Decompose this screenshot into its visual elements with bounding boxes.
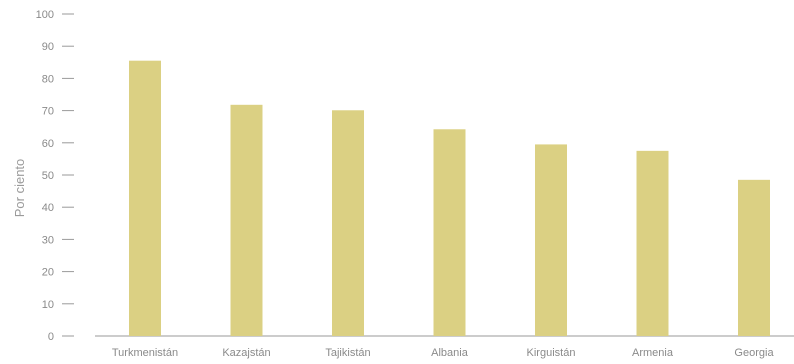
x-tick-label: Kazajstán [222, 347, 270, 359]
bar-kazajstán [230, 104, 263, 336]
y-tick-label: 40 [42, 202, 54, 214]
y-tick-label: 10 [42, 299, 54, 311]
y-tick-label: 0 [48, 331, 54, 343]
y-axis-title: Por ciento [12, 159, 27, 218]
bar-kirguistán [535, 144, 567, 336]
y-tick-label: 100 [36, 9, 54, 21]
x-tick-label: Georgia [734, 347, 774, 359]
y-axis: 0 10 20 30 40 50 60 70 80 90 100 [36, 9, 74, 343]
x-tick-label: Tajikistán [325, 347, 370, 359]
x-tick-label: Kirguistán [527, 347, 576, 359]
x-tick-label: Turkmenistán [112, 347, 178, 359]
bar-georgia [738, 179, 770, 336]
y-tick-label: 20 [42, 267, 54, 279]
bar-tajikistán [332, 110, 364, 336]
bar-turkmenistán [129, 60, 161, 336]
y-tick-label: 70 [42, 106, 54, 118]
y-tick-label: 80 [42, 73, 54, 85]
x-tick-label: Albania [431, 347, 469, 359]
bar-armenia [636, 150, 669, 336]
y-tick-label: 50 [42, 170, 54, 182]
bar-albania [433, 129, 466, 336]
bars-group [129, 60, 770, 336]
y-tick-label: 30 [42, 234, 54, 246]
y-tick-label: 90 [42, 41, 54, 53]
x-tick-labels: Turkmenistán Kazajstán Tajikistán Albania Ki… [112, 347, 775, 359]
x-tick-label: Armenia [632, 347, 674, 359]
y-tick-label: 60 [42, 138, 54, 150]
